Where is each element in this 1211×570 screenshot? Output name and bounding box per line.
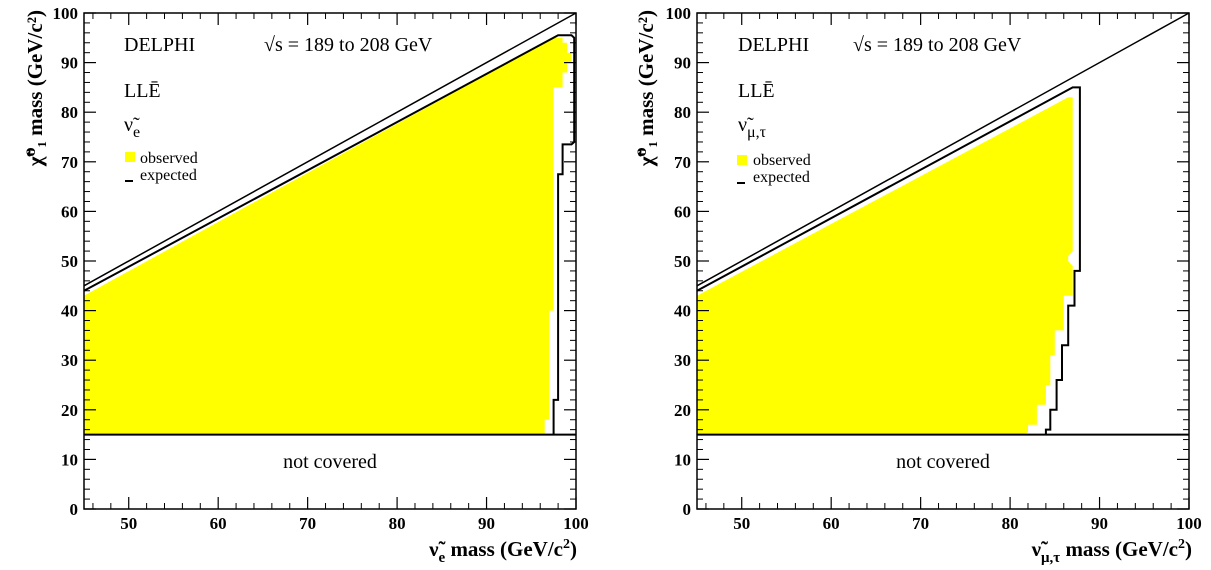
x-axis-close: ) [570, 537, 577, 561]
experiment-label: DELPHI [738, 34, 809, 56]
y-axis-title: χ̃⁰₁ mass (GeV/c²) [634, 10, 658, 167]
observed-excluded-region [697, 97, 1073, 435]
sneutrino-subscript: e [133, 124, 140, 141]
y-tick-label: 80 [674, 103, 691, 122]
coupling-label: LLĒ [738, 80, 775, 102]
legend-observed-label: observed [753, 152, 811, 169]
limit-lines [696, 12, 1190, 436]
x-axis-text: mass (GeV/c [445, 537, 563, 561]
y-tick-label: 0 [70, 500, 79, 519]
y-tick-label: 50 [61, 252, 78, 271]
y-tick-label: 20 [674, 401, 691, 420]
x-tick-label: 90 [1091, 514, 1108, 533]
expected-limit-contour [83, 34, 576, 435]
kinematic-limit-line [696, 12, 1190, 287]
x-axis-title: ν̃μ,τ mass (GeV/c2) [1031, 537, 1192, 566]
axis-ticks: 50 60 70 80 90 100 0 10 20 30 40 50 60 70 80 90 100 [53, 4, 589, 533]
x-tick-label: 50 [733, 514, 750, 533]
observed-excluded-region [84, 37, 572, 435]
y-tick-label: 10 [61, 450, 78, 469]
y-tick-label: 0 [683, 500, 692, 519]
left-panel: 50 60 70 80 90 100 0 10 20 30 40 50 60 70 80 90 100 DELP… [23, 4, 589, 566]
limit-lines [83, 12, 577, 436]
right-panel: 50 60 70 80 90 100 0 10 20 30 40 50 60 70 80 90 100 DELP… [634, 4, 1202, 566]
y-tick-label: 60 [61, 202, 78, 221]
y-tick-label: 40 [61, 302, 78, 321]
x-axis-text: mass (GeV/c [1060, 537, 1178, 561]
y-tick-label: 90 [674, 54, 691, 73]
not-covered-label: not covered [283, 451, 377, 473]
expected-limit-contour [696, 86, 1081, 435]
x-axis-close: ) [1185, 537, 1192, 561]
x-tick-label: 70 [299, 514, 316, 533]
legend-observed-swatch [737, 155, 747, 165]
y-tick-label: 60 [674, 202, 691, 221]
x-tick-label: 100 [1176, 514, 1202, 533]
y-tick-label: 50 [674, 252, 691, 271]
y-tick-label: 40 [674, 302, 691, 321]
x-axis-exponent: 2 [1178, 537, 1185, 552]
x-axis-exponent: 2 [563, 537, 570, 552]
y-tick-label: 30 [61, 351, 78, 370]
coupling-label: LLĒ [124, 80, 161, 102]
y-tick-label: 100 [53, 4, 79, 23]
x-tick-label: 90 [478, 514, 495, 533]
y-tick-label: 80 [61, 103, 78, 122]
y-tick-label: 20 [61, 401, 78, 420]
energy-label: √s = 189 to 208 GeV [264, 34, 433, 56]
legend-observed-swatch [125, 152, 135, 162]
legend-expected-label: expected [753, 169, 810, 186]
x-tick-label: 60 [823, 514, 840, 533]
y-tick-label: 100 [666, 4, 692, 23]
experiment-label: DELPHI [124, 34, 195, 56]
kinematic-limit-line [83, 12, 577, 287]
energy-label: √s = 189 to 208 GeV [853, 34, 1022, 56]
x-axis-title: ν̃e mass (GeV/c2) [428, 537, 577, 566]
sneutrino-flavour-label: ν̃μ,τ [738, 114, 767, 141]
x-tick-label: 80 [389, 514, 406, 533]
x-axis-subscript: μ,τ [1041, 550, 1060, 566]
axis-ticks: 50 60 70 80 90 100 0 10 20 30 40 50 60 70 80 90 100 [666, 4, 1202, 533]
y-tick-label: 90 [61, 54, 78, 73]
sneutrino-subscript: μ,τ [747, 124, 767, 141]
legend-observed-label: observed [140, 150, 198, 167]
y-tick-label: 30 [674, 351, 691, 370]
observed-region [84, 37, 572, 435]
not-covered-label: not covered [896, 451, 990, 473]
x-axis-subscript: e [439, 550, 446, 566]
x-tick-label: 60 [210, 514, 227, 533]
y-tick-label: 10 [674, 450, 691, 469]
y-tick-label: 70 [61, 153, 78, 172]
x-tick-label: 50 [120, 514, 137, 533]
y-tick-label: 70 [674, 153, 691, 172]
x-tick-label: 70 [912, 514, 929, 533]
sneutrino-flavour-label: ν̃e [124, 114, 140, 141]
x-tick-label: 80 [1002, 514, 1019, 533]
x-tick-label: 100 [563, 514, 589, 533]
observed-region [697, 97, 1073, 435]
legend-expected-label: expected [140, 167, 197, 184]
y-axis-title: χ̃⁰₁ mass (GeV/c²) [23, 10, 47, 167]
